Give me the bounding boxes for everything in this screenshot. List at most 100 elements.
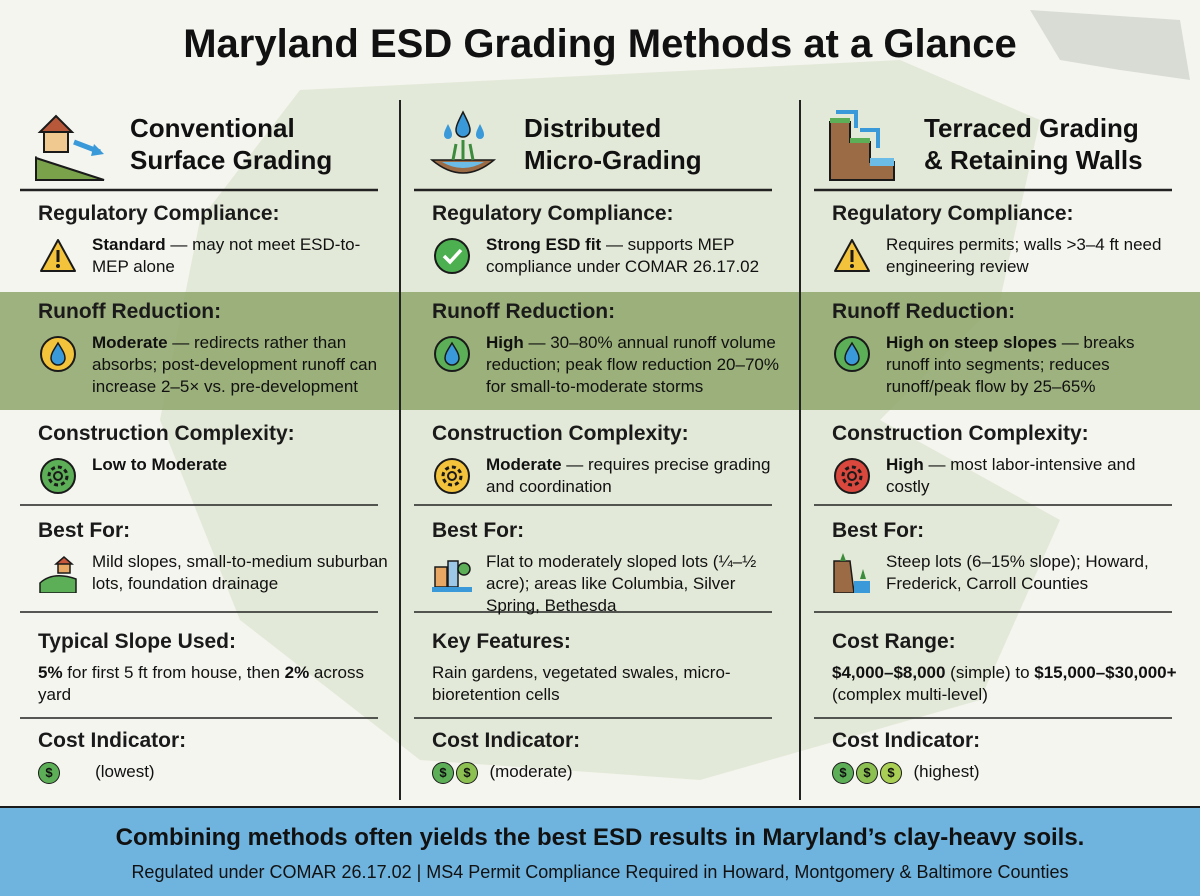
section-label: Regulatory Compliance: <box>832 202 1074 225</box>
body-text: — breaks runoff into segments; reduces r… <box>886 333 1135 396</box>
section-body: Flat to moderately sloped lots (¼–½ acre… <box>486 551 782 617</box>
section-label: Construction Complexity: <box>832 422 1089 445</box>
body-text: Rain gardens, vegetated swales, micro-bi… <box>432 663 731 704</box>
body-text-bold: High on steep slopes <box>886 333 1057 352</box>
section-body: Moderate — requires precise grading and … <box>486 454 782 498</box>
cost-coin: $ <box>432 762 454 784</box>
section-body: Rain gardens, vegetated swales, micro-bi… <box>432 662 782 706</box>
body-text: — 30–80% annual runoff volume reduction;… <box>486 333 779 396</box>
body-text: Flat to moderately sloped lots (¼–½ acre… <box>486 552 757 615</box>
section-label: Key Features: <box>432 630 571 653</box>
section-body: High on steep slopes — breaks runoff int… <box>886 332 1182 398</box>
body-text-bold: Strong ESD fit <box>486 235 602 254</box>
section-icon <box>434 458 470 494</box>
section-icon <box>40 336 76 372</box>
section-icon <box>834 336 870 372</box>
section-icon <box>834 239 870 272</box>
cost-coin: $ <box>880 762 902 784</box>
section-label: Cost Indicator: <box>432 729 581 752</box>
section-icon <box>434 336 470 372</box>
section-body: 5% for first 5 ft from house, then 2% ac… <box>38 662 388 706</box>
cost-coin: $ <box>456 762 478 784</box>
section-icon <box>434 238 470 274</box>
body-text: — redirects rather than absorbs; post-de… <box>92 333 378 396</box>
section-icon <box>40 239 76 272</box>
map-silhouette <box>160 60 1060 780</box>
body-text: — supports MEP compliance under COMAR 26… <box>486 235 760 276</box>
header-icon <box>829 110 895 181</box>
section-body: $ (lowest) <box>38 761 388 784</box>
footer-note: Regulated under COMAR 26.17.02 | MS4 Per… <box>131 862 1069 882</box>
body-text-bold: $15,000–$30,000+ <box>1034 663 1177 682</box>
column-title: Terraced Grading & Retaining Walls <box>924 112 1194 176</box>
body-text: (simple) to <box>945 663 1035 682</box>
section-body: Moderate — redirects rather than absorbs… <box>92 332 388 398</box>
section-label: Construction Complexity: <box>38 422 295 445</box>
body-text: (highest) <box>913 762 980 781</box>
column-title-line: Surface Grading <box>130 145 333 175</box>
column-title-line: & Retaining Walls <box>924 145 1143 175</box>
section-label: Regulatory Compliance: <box>38 202 280 225</box>
body-text: — may not meet ESD-to-MEP alone <box>92 235 361 276</box>
body-text-bold: Low to Moderate <box>92 455 228 474</box>
section-icon <box>833 553 870 593</box>
body-text: Mild slopes, small-to-medium suburban lo… <box>92 552 388 593</box>
body-text-bold: $4,000–$8,000 <box>832 663 946 682</box>
section-label: Best For: <box>432 519 525 542</box>
section-body: Mild slopes, small-to-medium suburban lo… <box>92 551 388 595</box>
section-label: Runoff Reduction: <box>832 300 1016 323</box>
column-title-line: Conventional <box>130 113 295 143</box>
body-text-bold: Moderate <box>486 455 562 474</box>
section-icon <box>834 458 870 494</box>
section-label: Best For: <box>38 519 131 542</box>
section-label: Regulatory Compliance: <box>432 202 674 225</box>
section-label: Typical Slope Used: <box>38 630 236 653</box>
section-label: Cost Indicator: <box>38 729 187 752</box>
body-text-bold: Standard <box>92 235 166 254</box>
section-icon <box>432 560 472 592</box>
body-text-bold: 2% <box>284 663 310 682</box>
section-body: $ $ (moderate) <box>432 761 782 784</box>
section-body: Low to Moderate <box>92 454 388 476</box>
column-title: Conventional Surface Grading <box>130 112 400 176</box>
body-text: — most labor-intensive and costly <box>886 455 1136 496</box>
column-title-line: Micro-Grading <box>524 145 702 175</box>
header-icon <box>429 110 497 174</box>
body-text: (moderate) <box>489 762 573 781</box>
section-label: Construction Complexity: <box>432 422 689 445</box>
section-body: High — 30–80% annual runoff volume reduc… <box>486 332 782 398</box>
header-icon <box>35 114 105 181</box>
section-body: Requires permits; walls >3–4 ft need eng… <box>886 234 1182 278</box>
body-text: (lowest) <box>95 762 155 781</box>
section-label: Cost Indicator: <box>832 729 981 752</box>
section-label: Runoff Reduction: <box>38 300 222 323</box>
footer: Combining methods often yields the best … <box>0 806 1200 896</box>
section-body: High — most labor-intensive and costly <box>886 454 1182 498</box>
body-text: Requires permits; walls >3–4 ft need eng… <box>886 235 1162 276</box>
section-body: $ $ $ (highest) <box>832 761 1182 784</box>
column-title-line: Terraced Grading <box>924 113 1139 143</box>
column-title: Distributed Micro-Grading <box>524 112 794 176</box>
body-text: across yard <box>38 663 364 704</box>
cost-coin: $ <box>856 762 878 784</box>
section-body: Strong ESD fit — supports MEP compliance… <box>486 234 782 278</box>
body-text-bold: High <box>886 455 924 474</box>
body-text: — requires precise grading and coordinat… <box>486 455 771 496</box>
section-label: Runoff Reduction: <box>432 300 616 323</box>
column-title-line: Distributed <box>524 113 662 143</box>
section-body: $4,000–$8,000 (simple) to $15,000–$30,00… <box>832 662 1182 706</box>
body-text-bold: Moderate <box>92 333 168 352</box>
highlight-band <box>0 292 1200 410</box>
body-text: (complex multi-level) <box>832 685 988 704</box>
section-label: Cost Range: <box>832 630 956 653</box>
body-text-bold: 5% <box>38 663 63 682</box>
section-body: Standard — may not meet ESD-to-MEP alone <box>92 234 388 278</box>
section-icon <box>40 458 76 494</box>
footer-headline: Combining methods often yields the best … <box>115 824 1085 851</box>
section-label: Best For: <box>832 519 925 542</box>
body-text: Steep lots (6–15% slope); Howard, Freder… <box>886 552 1149 593</box>
body-text: for first 5 ft from house, then <box>62 663 285 682</box>
map-inset <box>1030 10 1190 80</box>
